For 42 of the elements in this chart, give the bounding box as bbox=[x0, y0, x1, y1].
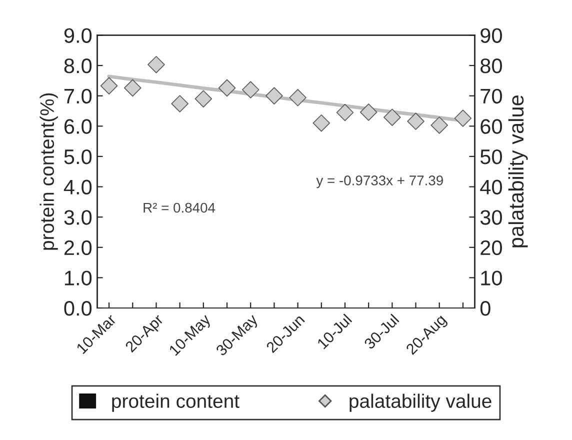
y-tick-label: 5.0 bbox=[64, 149, 92, 164]
point bbox=[266, 87, 283, 104]
point bbox=[289, 89, 306, 106]
y2-tick-label: 0 bbox=[480, 301, 490, 316]
y2-tick-label: 40 bbox=[480, 180, 502, 195]
y-tick-label: 6.0 bbox=[64, 119, 92, 134]
point bbox=[194, 90, 212, 108]
y2-axis-title: palatability value bbox=[508, 96, 528, 248]
y2-tick-label: 60 bbox=[480, 119, 502, 134]
point bbox=[360, 104, 378, 121]
point bbox=[171, 95, 188, 112]
legend-label: palatability value bbox=[350, 394, 492, 412]
legend-label: protein content bbox=[112, 394, 240, 412]
y-tick-label: 0.0 bbox=[64, 301, 92, 316]
y-tick-label: 4.0 bbox=[64, 180, 92, 195]
point bbox=[148, 56, 165, 74]
y2-tick-label: 90 bbox=[480, 28, 502, 43]
y-tick-label: 9.0 bbox=[64, 28, 92, 43]
point bbox=[384, 108, 401, 126]
y2-tick-label: 50 bbox=[480, 149, 502, 164]
y-tick-label: 3.0 bbox=[64, 210, 92, 225]
y2-tick-label: 30 bbox=[480, 210, 502, 225]
y-tick-label: 2.0 bbox=[64, 240, 92, 256]
annotation: R² = 0.8404 bbox=[144, 202, 216, 213]
y-tick-label: 7.0 bbox=[64, 88, 92, 104]
point bbox=[242, 81, 260, 98]
point bbox=[336, 104, 354, 122]
point bbox=[430, 116, 448, 134]
point bbox=[100, 77, 118, 94]
y2-tick-label: 20 bbox=[480, 240, 502, 256]
point bbox=[218, 79, 236, 97]
point bbox=[407, 112, 424, 130]
point bbox=[454, 110, 472, 127]
y2-tick-label: 70 bbox=[480, 88, 502, 104]
annotation: y = -0.9733x + 77.39 bbox=[316, 176, 443, 188]
point bbox=[124, 79, 142, 97]
y-tick-label: 8.0 bbox=[64, 58, 92, 74]
y2-tick-label: 80 bbox=[480, 58, 502, 74]
y-tick-label: 1.0 bbox=[65, 270, 92, 286]
y-axis-title: protein content(%) bbox=[40, 93, 58, 250]
y2-tick-label: 10 bbox=[481, 270, 502, 286]
point bbox=[312, 114, 330, 132]
